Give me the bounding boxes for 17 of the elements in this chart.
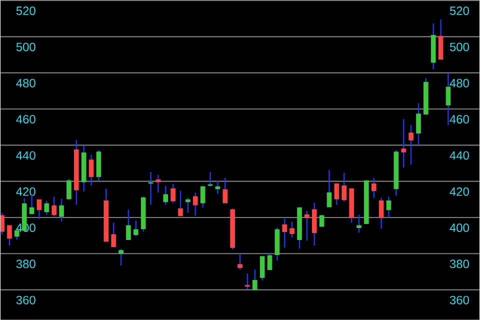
- y-tick-label: 360: [16, 296, 36, 304]
- y-tick-label: 440: [16, 151, 36, 160]
- y-tick-label: 420: [16, 187, 36, 196]
- y2-tick-label: 360: [450, 296, 469, 304]
- y2-tick-label: 520: [450, 6, 469, 16]
- y2-tick-label: 420: [450, 187, 469, 196]
- y-tick-label: 480: [16, 78, 36, 88]
- y-tick-label: 460: [16, 115, 36, 124]
- y-tick-label: 500: [16, 42, 36, 52]
- y2-tick-label: 500: [450, 42, 469, 52]
- y2-tick-label: 480: [450, 78, 469, 88]
- y-tick-label: 520: [16, 6, 36, 16]
- y-tick-label: 380: [16, 260, 36, 268]
- y2-tick-label: 460: [450, 115, 469, 124]
- y2-tick-label: 440: [450, 151, 469, 160]
- y2-tick-label: 400: [450, 224, 469, 232]
- y2-tick-label: 380: [450, 260, 469, 268]
